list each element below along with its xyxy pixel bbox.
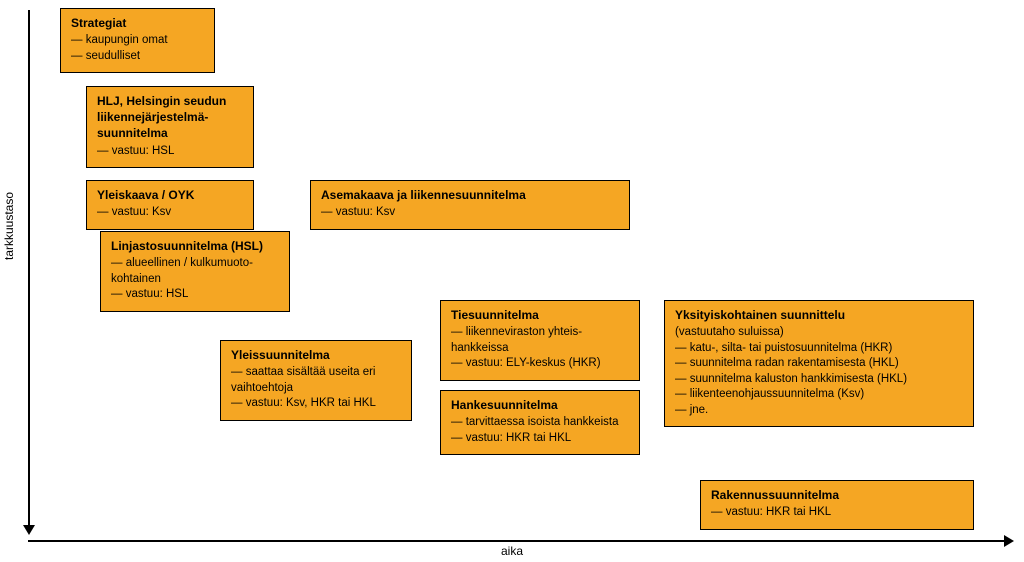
box-title: Rakennussuunnitelma — [711, 487, 963, 503]
y-axis-label: tarkkuustaso — [2, 192, 16, 260]
box-item: vastuu: HSL — [111, 287, 279, 303]
box-item: seudulliset — [71, 49, 204, 65]
box-item: suunnitelma kaluston hankkimisesta (HKL) — [675, 372, 963, 388]
box-item: katu-, silta- tai puistosuunnitelma (HKR… — [675, 341, 963, 357]
box-strategiat: Strategiat kaupungin omatseudulliset — [60, 8, 215, 73]
planning-diagram: tarkkuustaso aika Strategiat kaupungin om… — [0, 0, 1024, 562]
box-subtitle: (vastuutaho suluissa) — [675, 325, 963, 341]
box-items: vastuu: HKR tai HKL — [711, 505, 963, 521]
box-item: kaupungin omat — [71, 33, 204, 49]
box-title: Tiesuunnitelma — [451, 307, 629, 323]
box-yleissuunnitelma: Yleissuunnitelma saattaa sisältää useita … — [220, 340, 412, 421]
box-items: liikenneviraston yhteis-hankkeissavastuu… — [451, 325, 629, 372]
box-title: Hankesuunnitelma — [451, 397, 629, 413]
box-title: Strategiat — [71, 15, 204, 31]
box-item: tarvittaessa isoista hankkeista — [451, 415, 629, 431]
box-item: vastuu: HKR tai HKL — [451, 431, 629, 447]
box-items: katu-, silta- tai puistosuunnitelma (HKR… — [675, 341, 963, 419]
box-linjasto: Linjastosuunnitelma (HSL) alueellinen / k… — [100, 231, 290, 312]
y-axis-arrow-icon — [23, 525, 35, 535]
box-title: Yleissuunnitelma — [231, 347, 401, 363]
box-item: alueellinen / kulkumuoto-kohtainen — [111, 256, 279, 287]
box-items: tarvittaessa isoista hankkeistavastuu: H… — [451, 415, 629, 446]
box-title: Asemakaava ja liikennesuunnitelma — [321, 187, 619, 203]
box-hankesuunnitelma: Hankesuunnitelma tarvittaessa isoista han… — [440, 390, 640, 455]
box-title: Yleiskaava / OYK — [97, 187, 243, 203]
box-item: vastuu: HSL — [97, 144, 243, 160]
box-items: alueellinen / kulkumuoto-kohtainenvastuu… — [111, 256, 279, 303]
x-axis — [28, 540, 1004, 542]
box-item: vastuu: Ksv — [321, 205, 619, 221]
box-yksityiskohtainen: Yksityiskohtainen suunnittelu (vastuutaho… — [664, 300, 974, 427]
box-yleiskaava: Yleiskaava / OYK vastuu: Ksv — [86, 180, 254, 230]
box-items: vastuu: Ksv — [321, 205, 619, 221]
box-item: liikenneviraston yhteis-hankkeissa — [451, 325, 629, 356]
box-tiesuunnitelma: Tiesuunnitelma liikenneviraston yhteis-ha… — [440, 300, 640, 381]
box-items: vastuu: Ksv — [97, 205, 243, 221]
box-items: saattaa sisältää useita eri vaihtoehtoja… — [231, 365, 401, 412]
box-asemakaava: Asemakaava ja liikennesuunnitelma vastuu:… — [310, 180, 630, 230]
box-title: HLJ, Helsingin seudun liikennejärjestelm… — [97, 93, 243, 142]
box-item: liikenteenohjaussuunnitelma (Ksv) — [675, 387, 963, 403]
box-item: vastuu: Ksv, HKR tai HKL — [231, 396, 401, 412]
box-item: vastuu: ELY-keskus (HKR) — [451, 356, 629, 372]
box-item: jne. — [675, 403, 963, 419]
x-axis-label: aika — [501, 544, 523, 558]
y-axis — [28, 10, 30, 530]
box-title: Linjastosuunnitelma (HSL) — [111, 238, 279, 254]
box-title: Yksityiskohtainen suunnittelu — [675, 307, 963, 323]
box-items: kaupungin omatseudulliset — [71, 33, 204, 64]
box-item: saattaa sisältää useita eri vaihtoehtoja — [231, 365, 401, 396]
box-item: suunnitelma radan rakentamisesta (HKL) — [675, 356, 963, 372]
box-items: vastuu: HSL — [97, 144, 243, 160]
box-item: vastuu: HKR tai HKL — [711, 505, 963, 521]
box-rakennus: Rakennussuunnitelma vastuu: HKR tai HKL — [700, 480, 974, 530]
x-axis-arrow-icon — [1004, 535, 1014, 547]
box-hlj: HLJ, Helsingin seudun liikennejärjestelm… — [86, 86, 254, 168]
box-item: vastuu: Ksv — [97, 205, 243, 221]
